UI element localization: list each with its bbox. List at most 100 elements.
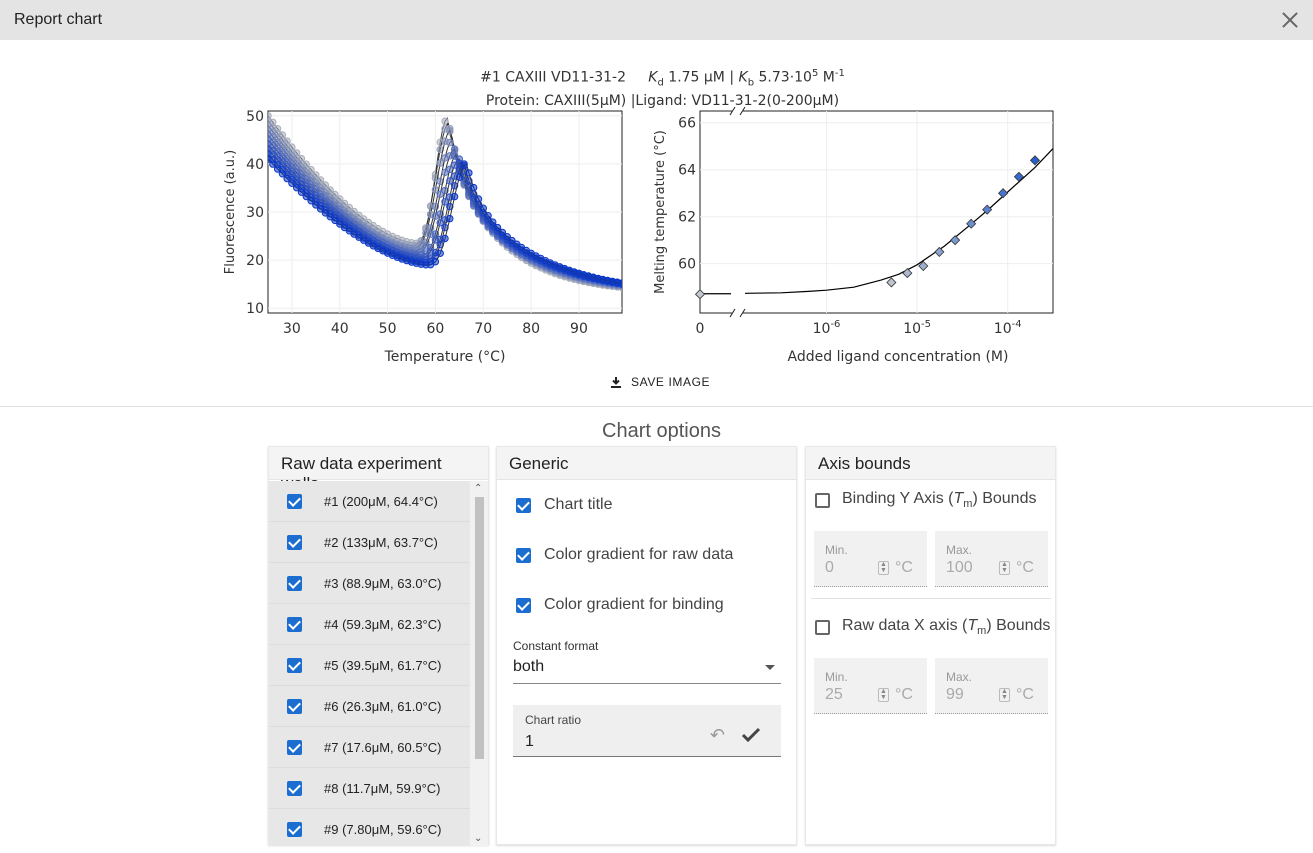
raw-x-bounds-option[interactable]: Raw data X axis (Tm) Bounds bbox=[815, 617, 1050, 637]
well-item[interactable]: #4 (59.3μM, 62.3°C) bbox=[269, 604, 472, 645]
download-icon bbox=[611, 377, 621, 388]
spinner-icon[interactable]: ▲ ▼ bbox=[999, 688, 1010, 702]
well-checkbox[interactable] bbox=[287, 657, 302, 673]
well-checkbox[interactable] bbox=[287, 739, 302, 755]
well-item[interactable]: #5 (39.5μM, 61.7°C) bbox=[269, 645, 472, 686]
chart-title-option[interactable]: Chart title bbox=[516, 496, 612, 514]
data-point bbox=[273, 165, 282, 173]
well-checkbox[interactable] bbox=[287, 575, 302, 591]
data-point bbox=[465, 169, 473, 177]
chart-title-id: #1 CAXIII VD11-31-2 bbox=[480, 69, 627, 86]
y-axis-label: Melting temperature (°C) bbox=[653, 130, 668, 294]
color-gradient-raw-label: Color gradient for raw data bbox=[544, 546, 734, 563]
close-icon[interactable] bbox=[1281, 11, 1299, 29]
raw-x-bounds-checkbox[interactable] bbox=[815, 619, 830, 635]
x-tick-label: 80 bbox=[522, 321, 540, 337]
well-item[interactable]: #1 (200μM, 64.4°C) bbox=[269, 481, 472, 522]
color-gradient-binding-option[interactable]: Color gradient for binding bbox=[516, 596, 724, 614]
spinner-icon[interactable]: ▲ ▼ bbox=[999, 561, 1010, 575]
data-point bbox=[479, 204, 487, 212]
raw-x-max-value[interactable]: 99 bbox=[946, 686, 964, 703]
x-tick-label: 30 bbox=[283, 321, 301, 337]
x-tick-label: 40 bbox=[331, 321, 349, 337]
x-tick-label: 90 bbox=[570, 321, 588, 337]
axis-bounds-panel: Axis bounds Binding Y Axis (Tm) Bounds M… bbox=[805, 446, 1056, 845]
data-point bbox=[1013, 171, 1024, 182]
color-gradient-binding-label: Color gradient for binding bbox=[544, 596, 724, 613]
y-tick-label: 20 bbox=[246, 253, 264, 269]
data-point bbox=[618, 279, 622, 287]
binding-y-bounds-option[interactable]: Binding Y Axis (Tm) Bounds bbox=[815, 490, 1036, 510]
binding-y-min-input[interactable]: Min. 0 ▲ ▼ °C bbox=[814, 531, 927, 587]
x-tick-label-zero: 0 bbox=[696, 321, 705, 337]
chart-ratio-value[interactable]: 1 bbox=[525, 733, 534, 750]
well-item[interactable]: #9 (7.80μM, 59.6°C) bbox=[269, 809, 472, 846]
y-tick-label: 50 bbox=[246, 109, 264, 125]
color-gradient-raw-checkbox[interactable] bbox=[516, 547, 531, 563]
data-point bbox=[508, 236, 516, 245]
binding-y-max-value[interactable]: 100 bbox=[946, 559, 973, 576]
well-checkbox[interactable] bbox=[287, 534, 302, 550]
data-point bbox=[321, 209, 330, 217]
well-label: #9 (7.80μM, 59.6°C) bbox=[324, 821, 442, 837]
scrollbar-thumb[interactable] bbox=[475, 497, 484, 759]
scroll-down-icon[interactable]: ⌄ bbox=[474, 833, 483, 844]
save-image-button[interactable]: SAVE IMAGE bbox=[610, 375, 710, 389]
well-item[interactable]: #7 (17.6μM, 60.5°C) bbox=[269, 727, 472, 768]
axis-break-mark bbox=[739, 106, 746, 116]
confirm-check-icon[interactable] bbox=[741, 727, 761, 743]
data-point bbox=[446, 126, 454, 135]
y-tick-label: 40 bbox=[246, 157, 264, 173]
dropdown-arrow-icon[interactable] bbox=[765, 665, 775, 670]
data-point bbox=[441, 186, 449, 195]
y-tick-label: 64 bbox=[678, 163, 696, 179]
raw-x-min-value[interactable]: 25 bbox=[825, 686, 843, 703]
constant-format-select[interactable]: both bbox=[513, 657, 781, 684]
spinner-icon[interactable]: ▲ ▼ bbox=[878, 688, 889, 702]
generic-panel-title: Generic bbox=[497, 447, 796, 480]
wells-scrollbar[interactable]: ⌃ ⌄ bbox=[470, 481, 488, 846]
raw-x-bounds-label: Raw data X axis (Tm) Bounds bbox=[842, 617, 1051, 638]
well-item[interactable]: #8 (11.7μM, 59.9°C) bbox=[269, 768, 472, 809]
spinner-icon[interactable]: ▲ ▼ bbox=[878, 561, 889, 575]
constant-format-label: Constant format bbox=[513, 639, 599, 653]
y-tick-label: 60 bbox=[678, 257, 696, 273]
data-point bbox=[450, 145, 459, 154]
well-checkbox[interactable] bbox=[287, 698, 302, 714]
binding-y-max-input[interactable]: Max. 100 ▲ ▼ °C bbox=[935, 531, 1048, 587]
well-item[interactable]: #6 (26.3μM, 61.0°C) bbox=[269, 686, 472, 727]
chart-options-title: Chart options bbox=[602, 420, 721, 442]
max-label: Max. bbox=[946, 670, 973, 684]
data-point bbox=[966, 218, 977, 229]
data-point bbox=[450, 182, 459, 190]
color-gradient-raw-option[interactable]: Color gradient for raw data bbox=[516, 546, 733, 564]
data-point bbox=[498, 228, 507, 237]
kd-value: 1.75 μM bbox=[668, 69, 725, 86]
x-tick-label: 50 bbox=[379, 321, 397, 337]
well-checkbox[interactable] bbox=[287, 780, 302, 796]
well-checkbox[interactable] bbox=[287, 821, 302, 837]
binding-y-bounds-checkbox[interactable] bbox=[815, 492, 830, 508]
raw-x-min-input[interactable]: Min. 25 ▲ ▼ °C bbox=[814, 658, 927, 714]
data-point bbox=[302, 192, 311, 201]
well-item[interactable]: #3 (88.9μM, 63.0°C) bbox=[269, 563, 472, 604]
data-point bbox=[950, 235, 961, 246]
data-point bbox=[470, 183, 478, 192]
well-checkbox[interactable] bbox=[287, 616, 302, 632]
chart-title-checkbox[interactable] bbox=[516, 497, 531, 513]
raw-x-max-input[interactable]: Max. 99 ▲ ▼ °C bbox=[935, 658, 1048, 714]
scroll-up-icon[interactable]: ⌃ bbox=[474, 483, 483, 494]
chart-ratio-field[interactable]: Chart ratio 1 ↶ bbox=[513, 705, 781, 757]
color-gradient-binding-checkbox[interactable] bbox=[516, 597, 531, 613]
chart-title-line1: #1 CAXIII VD11-31-2 Kd 1.75 μM | Kb 5.73… bbox=[480, 68, 845, 89]
wells-panel-title: Raw data experiment wells bbox=[269, 447, 488, 493]
divider bbox=[0, 406, 1313, 407]
series-group bbox=[268, 155, 622, 287]
undo-icon[interactable]: ↶ bbox=[709, 725, 725, 745]
well-item[interactable]: #2 (133μM, 63.7°C) bbox=[269, 522, 472, 563]
well-checkbox[interactable] bbox=[287, 493, 302, 509]
kb-unit-exp: -1 bbox=[834, 68, 845, 79]
data-point bbox=[288, 179, 296, 187]
data-point bbox=[450, 192, 459, 201]
binding-y-min-value[interactable]: 0 bbox=[825, 559, 834, 576]
